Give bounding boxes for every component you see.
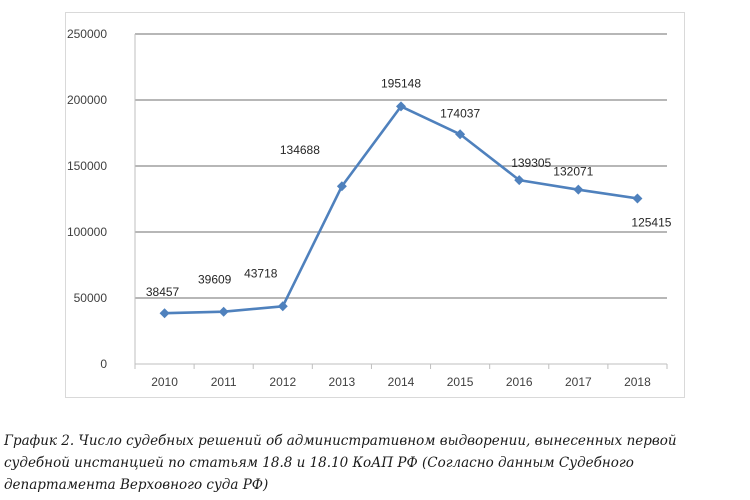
x-tick-label: 2012 <box>269 375 296 389</box>
data-point <box>218 306 229 317</box>
data-point <box>514 175 525 186</box>
y-tick-label: 100000 <box>67 225 107 239</box>
x-tick-label: 2015 <box>447 375 474 389</box>
x-tick-label: 2011 <box>211 375 237 389</box>
x-tick-label: 2017 <box>565 375 592 389</box>
data-point <box>277 301 288 312</box>
y-tick-label: 200000 <box>67 93 107 107</box>
data-point <box>632 193 643 204</box>
y-tick-label: 50000 <box>74 291 108 305</box>
series-markers <box>159 101 643 319</box>
y-tick-label: 250000 <box>67 27 107 41</box>
data-label: 125415 <box>631 215 671 229</box>
data-point <box>336 181 347 192</box>
data-point <box>396 101 406 112</box>
series-polyline <box>164 105 638 315</box>
data-point <box>573 184 584 195</box>
data-label: 134688 <box>280 143 320 157</box>
data-label: 39609 <box>198 273 232 287</box>
data-point <box>455 129 466 140</box>
data-label: 43718 <box>244 266 278 280</box>
x-tick-label: 2016 <box>506 375 533 389</box>
y-tick-label: 0 <box>100 357 107 371</box>
x-tick-label: 2013 <box>329 375 356 389</box>
y-tick-label: 150000 <box>67 159 107 173</box>
data-label: 195148 <box>381 76 421 90</box>
data-label: 38457 <box>146 285 180 299</box>
chart-frame <box>65 12 685 398</box>
x-tick-label: 2010 <box>151 375 178 389</box>
data-label: 132071 <box>553 165 593 179</box>
gridlines <box>134 33 667 365</box>
series-line <box>164 105 638 315</box>
data-point <box>159 308 170 319</box>
data-label: 174037 <box>440 106 480 120</box>
x-axis-ticks: 2010 2011 2012 2013 2014 2015 2016 2017 2018 <box>134 364 668 389</box>
figure-caption: График 2. Число судебных решений об адми… <box>4 433 677 493</box>
y-axis-ticks: 0 50000 100000 150000 200000 250000 <box>67 27 107 371</box>
x-tick-label: 2014 <box>388 375 415 389</box>
x-tick-label: 2018 <box>624 375 651 389</box>
data-label: 139305 <box>511 156 551 170</box>
